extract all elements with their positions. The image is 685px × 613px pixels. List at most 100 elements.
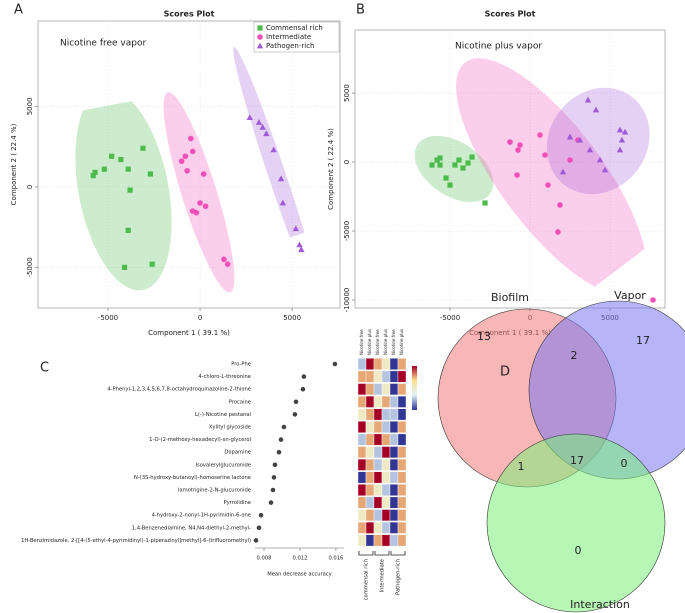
heat-cell [397,521,407,534]
point [557,202,563,208]
dot [300,386,306,392]
heat-cell [381,446,391,459]
venn-circle [486,433,666,613]
point [279,199,287,206]
heat-cell [389,395,399,408]
heat-cell [373,395,383,408]
annotation: Nicotine plus vapor [455,42,542,52]
point [517,142,523,148]
heat-cell [397,408,407,421]
heat-cell [397,509,407,522]
point [555,229,561,235]
heat-cell [381,471,391,484]
heat-cell [397,471,407,484]
row-label: Pyrrolidine [223,500,251,506]
heat-cell [373,408,383,421]
heat-cell [365,383,375,396]
point [188,135,194,142]
heat-cell [389,534,399,547]
x-tick-label: 0 [198,314,202,322]
heat-cell [357,458,367,471]
heat-cell [365,421,375,433]
point [507,139,513,145]
point [584,96,592,103]
heat-cell [357,521,367,534]
heat-cell [357,395,367,408]
dot [278,437,284,442]
heat-cell [365,521,375,534]
heat-cell [381,521,391,534]
point [193,209,200,216]
panel-label: D [500,365,510,380]
heat-cell [381,458,391,471]
y-tick-label: 0 [343,160,351,164]
legend-box [253,21,340,53]
heat-cell [373,358,383,370]
point [147,171,153,177]
x-tick-label: -5000 [440,314,460,322]
confidence-ellipse [75,89,172,291]
point [456,157,462,163]
heat-cell [365,408,375,421]
heat-cell [373,484,383,496]
heat-cell [389,421,399,433]
region-count: 17 [570,454,584,467]
heat-cell [397,358,407,370]
x-tick-label: 0.012 [293,556,308,562]
heat-cell [397,458,407,471]
point [140,145,146,151]
colorbar [412,366,417,410]
column-label: Nicotine plus [367,329,372,355]
set-label: Vapor [614,289,646,302]
row-label: L(-)-Nicotine pestanal [195,412,251,418]
heat-cell [397,421,407,433]
point [618,136,626,143]
point [92,169,98,175]
point [437,162,443,168]
heat-cell [381,395,391,408]
point [257,34,263,40]
point [592,106,600,113]
point [601,166,609,173]
row-label: Procaine [229,399,251,405]
point [482,200,488,206]
group-label: Intermediate [380,559,386,592]
heat-cell [357,496,367,509]
set-label: Biofilm [491,291,529,304]
heat-cell [365,509,375,522]
heat-cell [357,370,367,383]
group-label: commensal rich [364,559,370,600]
region-count: 2 [571,349,578,362]
row-label: Isovalerylglucuronide [196,462,252,468]
chart-title: Scores Plot [485,10,536,19]
heat-cell [365,370,375,383]
heat-cell [357,484,367,496]
heat-cell [373,433,383,446]
panel-label: B [356,3,365,18]
point [429,162,435,168]
region-count: 13 [477,330,491,343]
heat-cell [397,534,407,547]
legend-label: Pathogen-rich [266,42,314,50]
heat-cell [357,433,367,446]
point [567,157,573,163]
heat-cell [365,458,375,471]
legend-label: Commensal rich [266,24,323,32]
row-label: 1-O-(2-methoxy-hexadecyl)-sn-glycerol [149,437,251,443]
point [127,187,133,193]
dot [332,361,338,367]
point [447,182,453,188]
heat-cell [389,408,399,421]
heat-cell [357,509,367,522]
y-tick-label: 5000 [26,97,34,115]
heat-cell [389,496,399,509]
heat-cell [373,370,383,383]
point [559,168,567,175]
point [224,261,231,267]
heat-cell [389,433,399,446]
heat-cell [365,358,375,370]
set-label: Interaction [570,598,630,611]
dot [256,525,262,531]
heat-cell [357,534,367,547]
heat-cell [397,383,407,396]
